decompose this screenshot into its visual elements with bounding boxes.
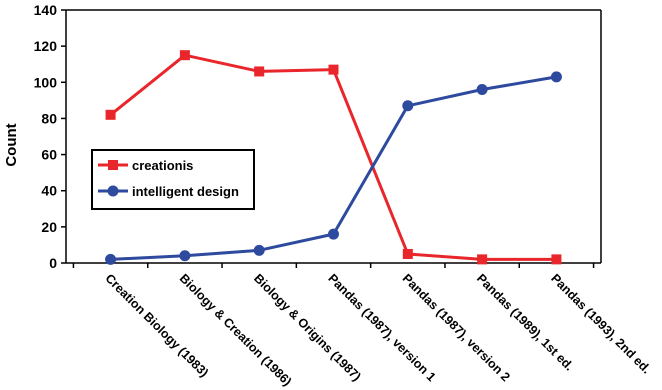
series-point xyxy=(179,250,191,262)
y-axis-title: Count xyxy=(3,123,20,166)
series-point xyxy=(253,244,265,256)
x-ticks: Creation Biology (1983)Biology & Creatio… xyxy=(72,263,653,389)
series-point xyxy=(328,228,339,240)
y-tick-label: 80 xyxy=(41,110,57,126)
legend-marker xyxy=(107,185,119,197)
series-point xyxy=(550,71,562,83)
legend-marker xyxy=(108,160,118,170)
axes xyxy=(65,9,602,264)
y-tick-label: 140 xyxy=(34,2,58,18)
series-point xyxy=(477,254,488,265)
y-tick-label: 20 xyxy=(41,219,57,235)
series-point xyxy=(402,100,414,112)
series-layer xyxy=(105,50,562,265)
legend: creationis intelligent design xyxy=(91,149,255,210)
series-point xyxy=(105,253,117,265)
y-tick-label: 120 xyxy=(34,38,58,54)
y-ticks: 0 20 40 60 80 100 120 140 xyxy=(34,2,66,271)
legend-label: creationis xyxy=(132,158,193,173)
series-point xyxy=(179,50,190,61)
series-point xyxy=(254,66,265,77)
series-point xyxy=(105,109,116,120)
series-point xyxy=(402,248,413,259)
series-point xyxy=(551,254,562,265)
y-tick-label: 40 xyxy=(41,183,57,199)
y-tick-label: 0 xyxy=(49,255,57,271)
y-tick-label: 60 xyxy=(41,147,57,163)
series-point xyxy=(328,64,339,75)
legend-label: intelligent design xyxy=(132,184,239,199)
y-tick-label: 100 xyxy=(34,74,58,90)
series-point xyxy=(476,84,488,96)
legend-box xyxy=(91,149,255,210)
